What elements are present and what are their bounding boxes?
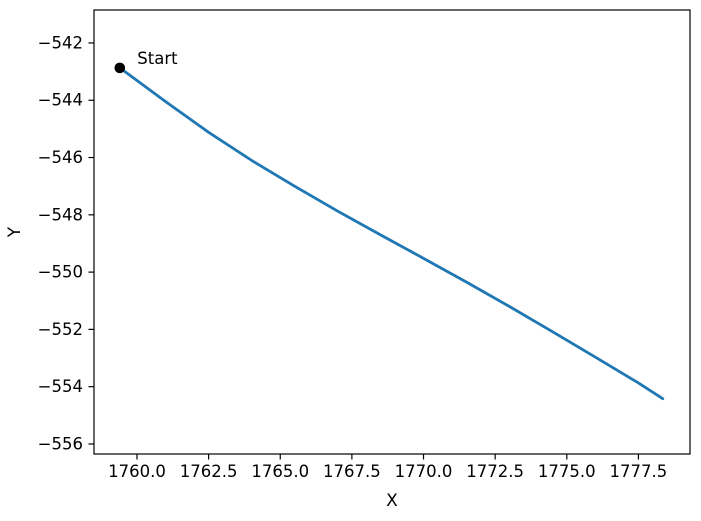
x-tick-label: 1772.5 <box>466 462 524 481</box>
plot-group: 1760.0 1762.5 1765.0 1767.5 1770.0 1772.5 1775… <box>38 9 691 481</box>
x-tick-label: 1770.0 <box>395 462 453 481</box>
x-tick-label: 1762.5 <box>180 462 238 481</box>
y-tick-label: −544 <box>38 91 83 110</box>
y-tick-label: −556 <box>38 434 83 453</box>
y-tick-label: −552 <box>38 320 83 339</box>
x-tick-label: 1767.5 <box>323 462 381 481</box>
y-tick-label: −548 <box>38 205 83 224</box>
y-tick-label: −546 <box>38 148 83 167</box>
x-tick-label: 1775.0 <box>538 462 596 481</box>
start-marker-dot <box>114 62 126 74</box>
y-tick-label: −542 <box>38 33 83 52</box>
y-tick-label: −550 <box>38 263 83 282</box>
x-tick-label: 1777.5 <box>610 462 668 481</box>
trajectory-line <box>118 66 665 401</box>
plot-area <box>93 9 691 455</box>
x-axis-label: X <box>386 491 398 511</box>
x-tick-label: 1760.0 <box>108 462 166 481</box>
start-annotation-label: Start <box>137 49 178 68</box>
x-tick-label: 1765.0 <box>251 462 309 481</box>
y-tick-label: −554 <box>38 377 83 396</box>
y-axis-label: Y <box>5 226 25 238</box>
